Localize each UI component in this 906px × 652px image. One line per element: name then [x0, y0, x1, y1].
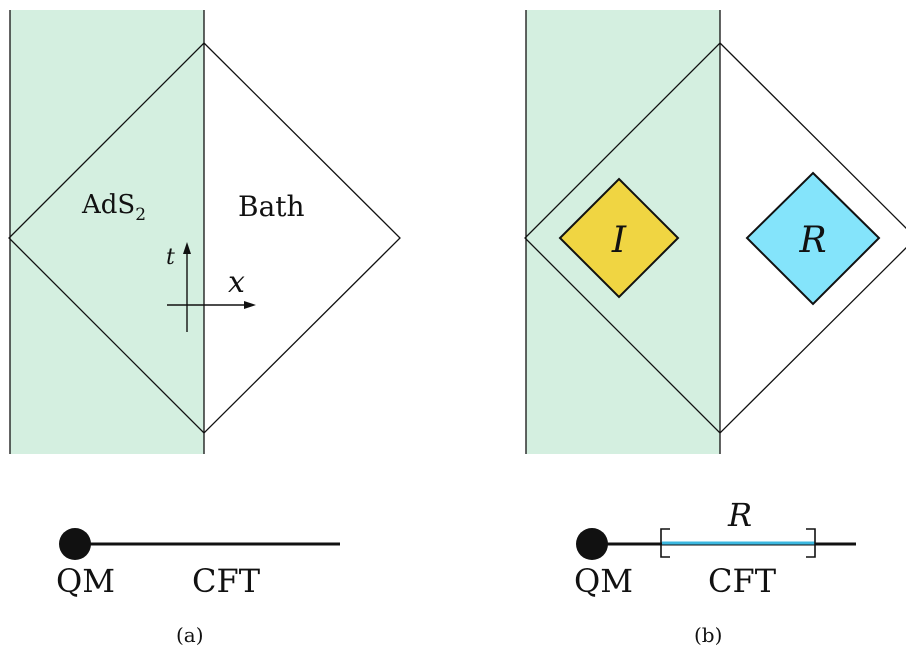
interval-left-bracket — [660, 528, 670, 558]
island-region — [558, 177, 680, 299]
boundary-system-b: R QM CFT — [574, 496, 856, 600]
bath-label: Bath — [238, 190, 305, 223]
boundary-system-a: QM CFT — [56, 528, 340, 600]
cft-label: CFT — [192, 562, 261, 600]
caption-a: (a) — [176, 623, 204, 647]
x-arrowhead — [244, 301, 256, 309]
qm-label: QM — [574, 562, 633, 600]
t-arrowhead — [183, 242, 191, 254]
radiation-label: R — [798, 220, 826, 261]
qm-dot — [576, 528, 608, 560]
island-label: I — [611, 220, 627, 261]
qm-label: QM — [56, 562, 115, 600]
interval-label: R — [727, 496, 752, 534]
cft-label: CFT — [708, 562, 777, 600]
penrose-diamond — [524, 42, 906, 434]
ads2-label: AdS2 — [81, 190, 146, 225]
t-axis-label: t — [166, 245, 175, 270]
penrose-diamond — [8, 42, 401, 434]
interval-right-bracket — [806, 528, 816, 558]
x-axis-label: x — [228, 265, 245, 300]
ads2-region — [10, 10, 204, 454]
panel-a: AdS2 Bath t x QM CFT (a) — [8, 10, 401, 647]
coordinate-axes: t x — [166, 242, 256, 332]
qm-dot — [59, 528, 91, 560]
caption-b: (b) — [694, 623, 722, 647]
radiation-region — [745, 171, 881, 306]
panel-b: I R R QM CFT (b) — [524, 10, 906, 647]
